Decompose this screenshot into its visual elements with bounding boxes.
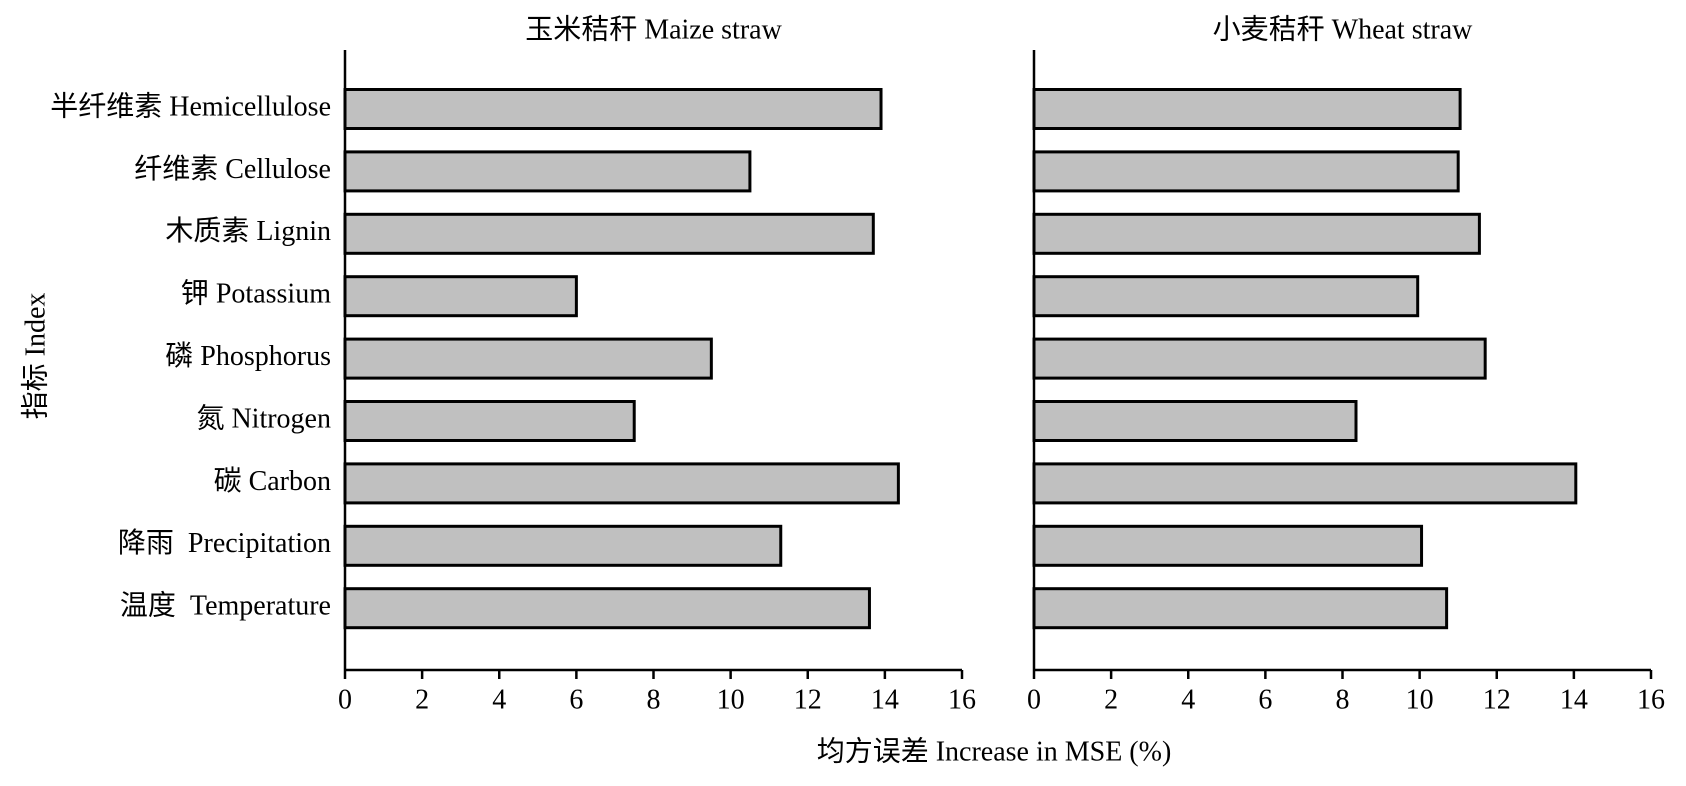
bar xyxy=(343,212,875,255)
bar xyxy=(343,275,578,318)
x-tick-label: 0 xyxy=(338,684,352,715)
x-tick-label: 16 xyxy=(1637,684,1665,715)
x-tick-label: 10 xyxy=(717,684,745,715)
x-tick-label: 14 xyxy=(871,684,899,715)
y-tick-label: 纤维素 Cellulose xyxy=(134,153,331,185)
x-tick-label: 12 xyxy=(1483,684,1511,715)
bar xyxy=(1032,587,1449,630)
bar xyxy=(1032,212,1481,255)
x-tick-label: 6 xyxy=(1258,684,1272,715)
x-tick-label: 8 xyxy=(1336,684,1350,715)
y-tick-label: 半纤维素 Hemicellulose xyxy=(50,90,331,122)
bar xyxy=(343,524,783,567)
bar xyxy=(343,150,752,193)
x-tick-label: 0 xyxy=(1027,684,1041,715)
x-tick-label: 4 xyxy=(1181,684,1195,715)
x-tick-label: 10 xyxy=(1406,684,1434,715)
x-tick-label: 4 xyxy=(492,684,506,715)
x-axis-label: 均方误差 Increase in MSE (%) xyxy=(817,735,1172,767)
bar xyxy=(343,88,883,130)
chart-title: 玉米秸秆 Maize straw xyxy=(525,13,782,45)
x-tick-label: 2 xyxy=(1104,684,1118,715)
y-tick-label: 钾 Potassium xyxy=(181,278,331,310)
bar xyxy=(1032,524,1424,567)
bar xyxy=(1032,275,1420,318)
bar xyxy=(1032,88,1462,130)
bar xyxy=(343,462,900,505)
bar xyxy=(343,400,636,442)
y-tick-label: 氮 Nitrogen xyxy=(196,402,331,434)
bar xyxy=(343,587,871,630)
x-tick-label: 12 xyxy=(794,684,822,715)
x-tick-label: 6 xyxy=(569,684,583,715)
x-tick-label: 8 xyxy=(647,684,661,715)
y-tick-label: 降雨 Precipitation xyxy=(118,527,331,559)
y-tick-label: 温度 Temperature xyxy=(120,590,331,622)
bar xyxy=(1032,337,1487,380)
y-tick-label: 磷 Phosphorus xyxy=(165,340,331,372)
y-tick-label: 木质素 Lignin xyxy=(165,215,331,247)
bar xyxy=(1032,400,1358,442)
x-tick-label: 14 xyxy=(1560,684,1588,715)
bar xyxy=(343,337,713,380)
x-tick-label: 2 xyxy=(415,684,429,715)
y-tick-label: 碳 Carbon xyxy=(214,465,331,497)
bar xyxy=(1032,150,1460,193)
y-axis-label: 指标 Index xyxy=(19,293,51,420)
x-tick-label: 16 xyxy=(948,684,976,715)
chart-title: 小麦秸秆 Wheat straw xyxy=(1213,13,1473,45)
bar xyxy=(1032,462,1578,505)
